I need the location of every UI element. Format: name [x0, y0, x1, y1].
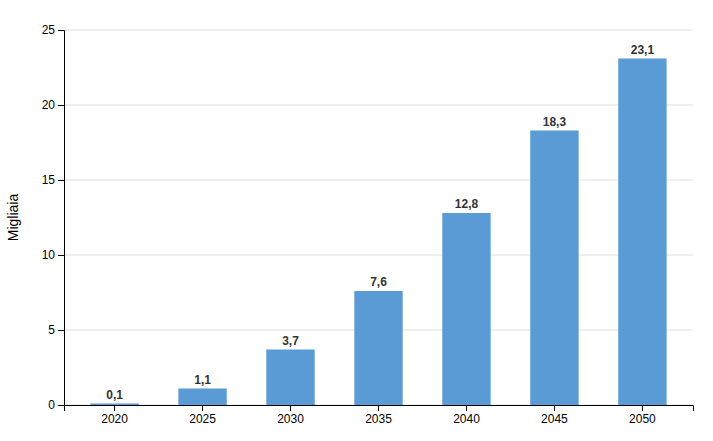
bar [178, 389, 226, 406]
tick: 5 [48, 323, 64, 337]
grid-line [64, 255, 693, 256]
tick-mark [58, 330, 64, 331]
tick: 0 [48, 398, 64, 412]
y-axis-title: Migliaia [5, 194, 21, 242]
bars [90, 59, 666, 406]
tick-mark [290, 405, 291, 411]
tick: 2050 [629, 405, 656, 426]
tick-mark [642, 405, 643, 411]
grid-line [64, 105, 693, 106]
axis-line [65, 406, 694, 412]
tick: 25 [42, 23, 64, 37]
bar [618, 59, 666, 406]
plot: 051015202520202025203020352040204520500,… [42, 23, 694, 425]
data-label: 1,1 [194, 373, 211, 387]
tick: 2035 [365, 405, 392, 426]
tick-mark [58, 180, 64, 181]
tick-label: 5 [48, 323, 55, 337]
axis-line [58, 31, 65, 406]
data-label: 7,6 [370, 275, 387, 289]
tick: 2020 [101, 405, 128, 426]
grid-line [64, 180, 693, 181]
tick-label: 25 [42, 23, 56, 37]
tick-label: 2025 [189, 412, 216, 426]
tick: 2025 [189, 405, 216, 426]
chart: 051015202520202025203020352040204520500,… [0, 0, 713, 441]
tick-mark [378, 405, 379, 411]
data-label: 0,1 [106, 388, 123, 402]
tick: 2045 [541, 405, 568, 426]
y-axis: 0 5 10 15 20 25 [42, 23, 65, 412]
grid-line [64, 30, 693, 31]
data-label: 23,1 [631, 43, 655, 57]
data-label: 3,7 [282, 334, 299, 348]
bar [442, 213, 490, 405]
bar [530, 131, 578, 406]
tick-mark [554, 405, 555, 411]
data-labels: 0,1 1,1 3,7 7,6 12,8 18,3 23,1 [106, 43, 654, 402]
tick-mark [202, 405, 203, 411]
tick-label: 2030 [277, 412, 304, 426]
grid [64, 30, 693, 405]
bar [266, 350, 314, 406]
tick: 2040 [453, 405, 480, 426]
tick-mark [58, 255, 64, 256]
tick-mark [58, 105, 64, 106]
tick-mark [114, 405, 115, 411]
tick-label: 10 [42, 248, 56, 262]
tick-label: 2050 [629, 412, 656, 426]
tick: 2030 [277, 405, 304, 426]
tick: 10 [42, 248, 64, 262]
data-label: 12,8 [455, 197, 479, 211]
tick-label: 2045 [541, 412, 568, 426]
tick-mark [466, 405, 467, 411]
tick-label: 2040 [453, 412, 480, 426]
tick-label: 2035 [365, 412, 392, 426]
tick: 20 [42, 98, 64, 112]
tick-label: 20 [42, 98, 56, 112]
tick-label: 2020 [101, 412, 128, 426]
x-axis: 2020 2025 2030 2035 2040 2045 2050 [65, 405, 694, 426]
bar [90, 404, 138, 406]
data-label: 18,3 [543, 115, 567, 129]
tick-mark [58, 405, 64, 406]
tick-label: 0 [48, 398, 55, 412]
tick-label: 15 [42, 173, 56, 187]
tick: 15 [42, 173, 64, 187]
bar [354, 291, 402, 405]
tick-mark [58, 30, 64, 31]
